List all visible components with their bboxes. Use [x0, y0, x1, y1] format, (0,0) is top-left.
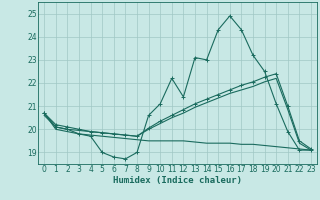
X-axis label: Humidex (Indice chaleur): Humidex (Indice chaleur): [113, 176, 242, 185]
